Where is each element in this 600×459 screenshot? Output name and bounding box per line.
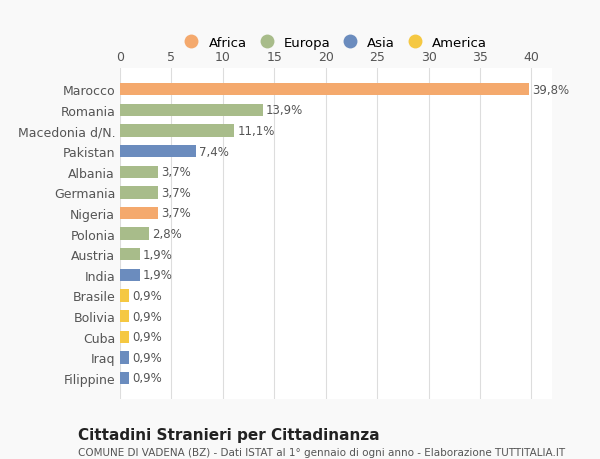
Text: COMUNE DI VADENA (BZ) - Dati ISTAT al 1° gennaio di ogni anno - Elaborazione TUT: COMUNE DI VADENA (BZ) - Dati ISTAT al 1°… [78, 448, 565, 458]
Text: 0,9%: 0,9% [133, 351, 162, 364]
Bar [120, 187, 158, 199]
Text: 3,7%: 3,7% [161, 186, 191, 199]
Bar [120, 228, 149, 240]
Text: Cittadini Stranieri per Cittadinanza: Cittadini Stranieri per Cittadinanza [78, 427, 380, 442]
Text: 1,9%: 1,9% [143, 248, 173, 261]
Text: 7,4%: 7,4% [199, 146, 229, 158]
Bar [120, 269, 140, 281]
Legend: Africa, Europa, Asia, America: Africa, Europa, Asia, America [181, 33, 491, 54]
Bar [120, 166, 158, 179]
Bar [120, 310, 129, 323]
Text: 3,7%: 3,7% [161, 207, 191, 220]
Text: 11,1%: 11,1% [237, 125, 275, 138]
Text: 1,9%: 1,9% [143, 269, 173, 282]
Text: 13,9%: 13,9% [266, 104, 304, 117]
Bar [120, 146, 196, 158]
Bar [120, 125, 234, 137]
Text: 0,9%: 0,9% [133, 310, 162, 323]
Bar [120, 105, 263, 117]
Bar [120, 352, 129, 364]
Text: 0,9%: 0,9% [133, 372, 162, 385]
Bar [120, 207, 158, 220]
Bar [120, 290, 129, 302]
Bar [120, 84, 529, 96]
Text: 3,7%: 3,7% [161, 166, 191, 179]
Text: 39,8%: 39,8% [532, 84, 569, 96]
Bar [120, 372, 129, 384]
Text: 0,9%: 0,9% [133, 330, 162, 343]
Bar [120, 331, 129, 343]
Bar [120, 248, 140, 261]
Text: 0,9%: 0,9% [133, 289, 162, 302]
Text: 2,8%: 2,8% [152, 228, 182, 241]
